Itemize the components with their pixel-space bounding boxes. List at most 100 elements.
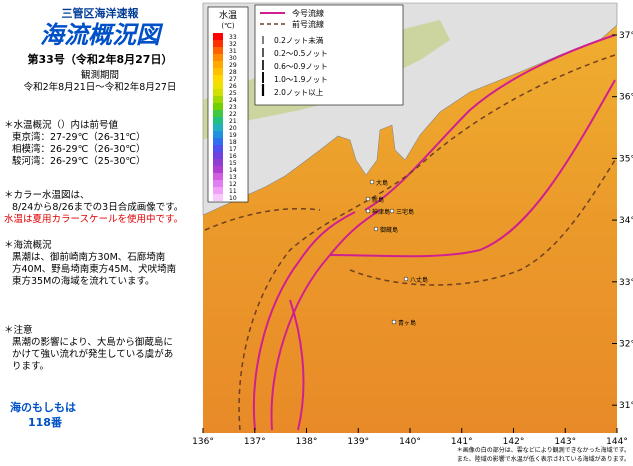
period: 令和2年8月21日～令和2年8月27日 bbox=[23, 82, 177, 93]
section-line: 8/24から8/26までの3日合成画像です。 bbox=[12, 202, 184, 213]
scale-cell bbox=[213, 180, 223, 187]
scale-label: 18 bbox=[229, 139, 237, 146]
scale-label: 26 bbox=[229, 83, 237, 90]
scale-cell bbox=[213, 96, 223, 103]
lat-label: 37° bbox=[619, 31, 633, 41]
scale-cell bbox=[213, 110, 223, 117]
legend-previous: 前号流線 bbox=[292, 19, 324, 29]
speed-label: 0.6～0.9ノット bbox=[274, 62, 328, 71]
island bbox=[391, 319, 397, 325]
section-line: 黒潮の影響により、大島から御蔵島に bbox=[12, 337, 173, 348]
section-line: 黒潮は、御前崎南方30M、石廊埼南 bbox=[12, 252, 166, 263]
section: ＊海流概況 黒潮は、御前崎南方30M、石廊埼南 方40M、野島埼南東方45M、犬吠埼… bbox=[4, 240, 176, 288]
scale-label: 20 bbox=[229, 125, 237, 132]
scale-label: 23 bbox=[229, 104, 237, 111]
scale-cell bbox=[213, 187, 223, 194]
period-label: 観測期間 bbox=[80, 70, 119, 81]
scale-cell bbox=[213, 131, 223, 138]
section-line: かけて強い流れが発生している虞があ bbox=[12, 349, 174, 360]
scale-label: 15 bbox=[229, 160, 237, 167]
scale-cell bbox=[213, 173, 223, 180]
speed-label: 1.0～1.9ノット bbox=[274, 75, 328, 84]
scale-label: 11 bbox=[229, 188, 237, 195]
section: ＊注意 黒潮の影響により、大島から御蔵島に かけて強い流れが発生している虞があ ります… bbox=[4, 325, 173, 373]
lat-label: 32° bbox=[619, 340, 633, 350]
scale-unit: (℃) bbox=[221, 22, 235, 30]
island bbox=[365, 208, 371, 214]
info-panel: 三管区海洋速報 海流概況図 第33号（令和2年8月27日） 観測期間 令和2年8… bbox=[0, 0, 200, 466]
island bbox=[373, 226, 379, 232]
scale-label: 22 bbox=[229, 111, 237, 118]
section: ＊カラー水温図は、 8/24から8/26までの3日合成画像です。 水温は夏用カラース… bbox=[4, 190, 183, 226]
scale-label: 28 bbox=[229, 69, 237, 76]
scale-cell bbox=[213, 152, 223, 159]
scale-cell bbox=[213, 103, 223, 110]
place-label: 新島 bbox=[372, 196, 384, 204]
scale-cell bbox=[213, 145, 223, 152]
section-line: ります。 bbox=[12, 361, 50, 372]
place-label: 神津島 bbox=[372, 208, 390, 216]
scale-label: 16 bbox=[229, 153, 237, 160]
lon-label: 144° bbox=[606, 437, 628, 447]
scale-label: 25 bbox=[229, 90, 237, 97]
scale-cell bbox=[213, 47, 223, 54]
scale-cell bbox=[213, 159, 223, 166]
scale-label: 12 bbox=[229, 181, 237, 188]
scale-cell bbox=[213, 33, 223, 40]
lat-label: 35° bbox=[619, 154, 633, 164]
org: 三管区海洋速報 bbox=[61, 7, 139, 20]
legend-current: 今号流線 bbox=[292, 8, 324, 18]
scale-title: 水温 bbox=[219, 9, 237, 21]
scale-cell bbox=[213, 117, 223, 124]
section-heading: ＊海流概況 bbox=[4, 240, 52, 251]
section-heading: ＊水温概況（）内は前号値 bbox=[4, 120, 119, 131]
lon-label: 142° bbox=[503, 437, 525, 447]
scale-label: 17 bbox=[229, 146, 237, 153]
scale-label: 19 bbox=[229, 132, 237, 139]
lon-label: 139° bbox=[347, 437, 369, 447]
scale-cell bbox=[213, 89, 223, 96]
speed-label: 0.2ノット未満 bbox=[274, 35, 324, 45]
scale-label: 27 bbox=[229, 76, 237, 83]
speed-legend: 0.2ノット未満 0.2～0.5ノット 0.6～0.9ノット 1.0～1.9ノット 2.… bbox=[261, 35, 328, 97]
scale-cell bbox=[213, 40, 223, 47]
scale-cell bbox=[213, 166, 223, 173]
section-line: 東方35Mの海域を流れています。 bbox=[12, 276, 155, 287]
place-label: 大島 bbox=[376, 179, 388, 187]
scale-label: 21 bbox=[229, 118, 237, 125]
scale-label: 33 bbox=[229, 34, 237, 41]
place-label: 御蔵島 bbox=[380, 226, 398, 234]
section: ＊水温概況（）内は前号値 東京湾：27-29℃（26-31℃） 相模湾：26-29℃… bbox=[4, 120, 146, 168]
section-line: 相模湾：26-29℃（26-30℃） bbox=[12, 144, 146, 155]
place-label: 三宅島 bbox=[396, 208, 414, 216]
lon-label: 143° bbox=[554, 437, 576, 447]
lat-label: 36° bbox=[619, 93, 633, 103]
scale-label: 24 bbox=[229, 97, 237, 104]
scale-label: 30 bbox=[229, 55, 237, 62]
section-line: 東京湾：27-29℃（26-31℃） bbox=[12, 132, 146, 143]
lon-label: 138° bbox=[296, 437, 318, 447]
scale-cell bbox=[213, 138, 223, 145]
section-heading: ＊カラー水温図は、 bbox=[4, 190, 90, 201]
lon-label: 136° bbox=[192, 437, 214, 447]
note: また、陸域の影響で水温が低く表示されている海域があります。 bbox=[457, 455, 630, 463]
previous-lines bbox=[204, 54, 616, 431]
axes: 136° 137° 138° 139° 140° 141° 142° 143° 144° 37° 3… bbox=[192, 31, 633, 447]
scale: 3332313029282726252423222120191817161514… bbox=[213, 33, 237, 202]
lon-label: 137° bbox=[244, 437, 266, 447]
footer-1: 海のもしもは bbox=[10, 401, 76, 414]
title: 海流概況図 bbox=[40, 21, 160, 49]
scale-cell bbox=[213, 194, 223, 201]
lat-label: 31° bbox=[619, 401, 633, 411]
notes: ＊画像の白の部分は、雲などにより観測できなかった海域です。また、陸域の影響で水温… bbox=[457, 446, 630, 463]
lon-label: 140° bbox=[399, 437, 421, 447]
place-label: 青ヶ島 bbox=[398, 319, 416, 327]
place-label: 八丈島 bbox=[410, 276, 428, 284]
scale-cell bbox=[213, 124, 223, 131]
scale-cell bbox=[213, 54, 223, 61]
island bbox=[369, 179, 375, 185]
scale-label: 31 bbox=[229, 48, 237, 55]
scale-label: 29 bbox=[229, 62, 237, 69]
